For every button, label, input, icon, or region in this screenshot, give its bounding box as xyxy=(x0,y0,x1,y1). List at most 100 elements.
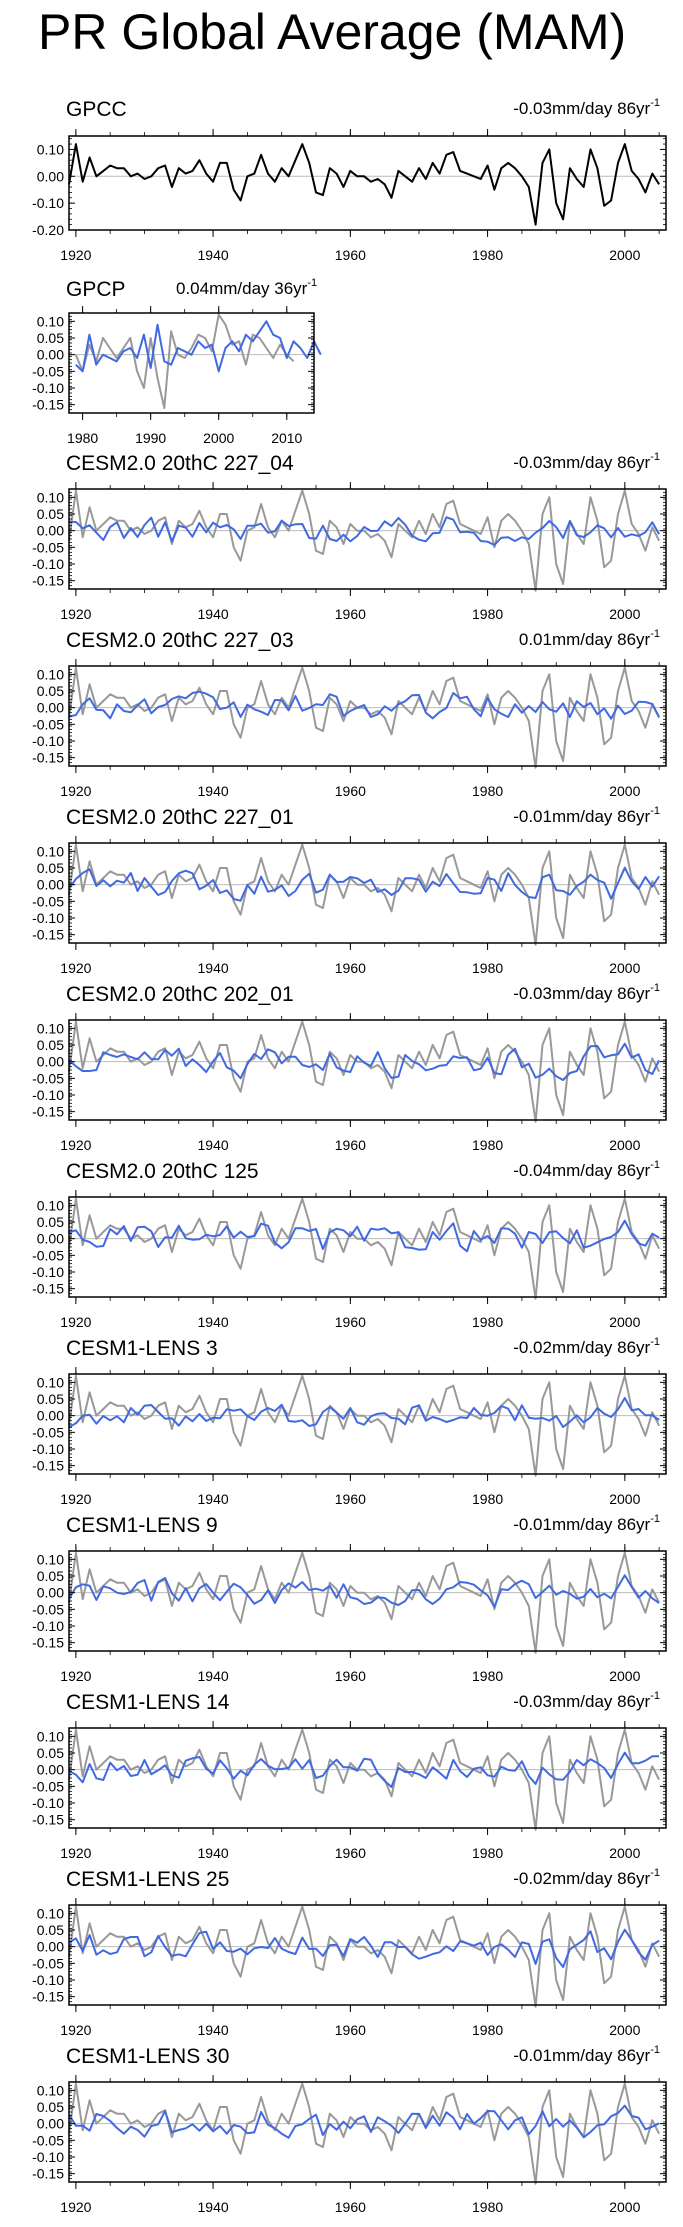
trend-label: -0.03mm/day 86yr-1 xyxy=(513,97,660,118)
x-tick-label: 2000 xyxy=(609,2199,640,2215)
trend-label: -0.04mm/day 86yr-1 xyxy=(513,1159,660,1180)
x-tick-label: 1940 xyxy=(198,2022,229,2038)
y-tick-label: -0.10 xyxy=(32,1618,64,1634)
series-line-model xyxy=(68,866,660,902)
plot-frame xyxy=(68,1727,667,1829)
x-tick-label: 1980 xyxy=(472,247,503,263)
y-tick-label: 0.00 xyxy=(37,1939,64,1955)
y-tick-label: 0.00 xyxy=(37,700,64,716)
series-line-model xyxy=(68,2104,660,2139)
x-tick-label: 1940 xyxy=(198,2199,229,2215)
y-tick-label: 0.10 xyxy=(37,2082,64,2098)
chart-panel-1: GPCP 0.04mm/day 36yr-10.100.050.00-0.05-0… xyxy=(32,277,322,446)
y-tick-label: 0.10 xyxy=(37,843,64,859)
x-tick-label: 2000 xyxy=(609,2022,640,2038)
x-tick-label: 1980 xyxy=(472,606,503,622)
y-tick-label: -0.15 xyxy=(32,573,64,589)
x-tick-label: 2010 xyxy=(271,430,302,446)
y-tick-label: -0.10 xyxy=(32,380,64,396)
trend-label: -0.03mm/day 86yr-1 xyxy=(513,1690,660,1711)
plot-frame xyxy=(68,1373,667,1475)
x-tick-label: 2000 xyxy=(609,1668,640,1684)
x-tick-label: 2000 xyxy=(609,783,640,799)
y-tick-label: 0.00 xyxy=(37,1762,64,1778)
chart-panel-6: CESM2.0 20thC 125 -0.04mm/day 86yr-10.100… xyxy=(32,1159,667,1330)
panel-title: CESM2.0 20thC 227_03 xyxy=(66,629,294,652)
y-tick-label: 0.00 xyxy=(37,168,64,184)
panel-title: CESM2.0 20thC 202_01 xyxy=(66,983,294,1006)
y-tick-label: -0.05 xyxy=(32,1070,64,1086)
trend-label: -0.01mm/day 86yr-1 xyxy=(513,2044,660,2065)
x-tick-label: 1980 xyxy=(472,2199,503,2215)
x-tick-label: 1980 xyxy=(472,1845,503,1861)
x-tick-label: 1940 xyxy=(198,1314,229,1330)
y-tick-label: 0.10 xyxy=(37,666,64,682)
x-tick-label: 1960 xyxy=(335,606,366,622)
y-tick-label: -0.05 xyxy=(32,716,64,732)
x-tick-label: 1940 xyxy=(198,247,229,263)
trend-label: -0.02mm/day 86yr-1 xyxy=(513,1867,660,1888)
y-tick-label: -0.05 xyxy=(32,1424,64,1440)
series-line-observed xyxy=(68,1374,660,1477)
y-tick-label: -0.10 xyxy=(32,1441,64,1457)
x-tick-label: 1980 xyxy=(472,960,503,976)
x-tick-label: 1960 xyxy=(335,1845,366,1861)
series-line-observed xyxy=(68,1551,660,1654)
series-line-observed xyxy=(68,1728,660,1831)
x-tick-label: 1920 xyxy=(60,1668,91,1684)
x-tick-label: 2000 xyxy=(609,1845,640,1861)
y-tick-label: -0.15 xyxy=(32,1812,64,1828)
y-tick-label: -0.10 xyxy=(32,195,64,211)
chart-panel-5: CESM2.0 20thC 202_01 -0.03mm/day 86yr-1 0.… xyxy=(32,982,667,1153)
chart-panel-3: CESM2.0 20thC 227_03 0.01mm/day 86yr-1 0.1… xyxy=(32,628,667,799)
y-tick-label: -0.20 xyxy=(32,222,64,238)
trend-label: -0.03mm/day 86yr-1 xyxy=(513,451,660,472)
series-line-gpcc xyxy=(68,143,660,226)
series-line-observed xyxy=(68,843,660,946)
y-tick-label: -0.15 xyxy=(32,750,64,766)
y-tick-label: 0.00 xyxy=(37,347,64,363)
y-tick-label: -0.10 xyxy=(32,1087,64,1103)
x-tick-label: 1940 xyxy=(198,1668,229,1684)
y-tick-label: 0.00 xyxy=(37,523,64,539)
series-line-observed xyxy=(68,1020,660,1123)
x-tick-label: 1940 xyxy=(198,606,229,622)
chart-panel-9: CESM1-LENS 14 -0.03mm/day 86yr-1 0.100.050… xyxy=(32,1690,667,1861)
chart-panel-2: CESM2.0 20thC 227_04 -0.03mm/day 86yr-1 0.… xyxy=(32,451,667,622)
x-tick-label: 1960 xyxy=(335,960,366,976)
series-line-model xyxy=(68,1042,660,1081)
y-tick-label: 0.05 xyxy=(37,1391,64,1407)
x-tick-label: 1960 xyxy=(335,1491,366,1507)
panel-title: CESM2.0 20thC 227_04 xyxy=(66,452,294,475)
y-tick-label: -0.05 xyxy=(32,2132,64,2148)
y-tick-label: -0.15 xyxy=(32,1635,64,1651)
x-tick-label: 1940 xyxy=(198,1491,229,1507)
y-tick-label: 0.10 xyxy=(37,1551,64,1567)
series-line-model xyxy=(68,516,660,546)
trend-label: 0.01mm/day 86yr-1 xyxy=(519,628,660,649)
x-tick-label: 1980 xyxy=(472,1491,503,1507)
chart-panel-10: CESM1-LENS 25 -0.02mm/day 86yr-1 0.100.050… xyxy=(32,1867,667,2038)
y-tick-label: 0.10 xyxy=(37,1197,64,1213)
y-tick-label: 0.05 xyxy=(37,506,64,522)
panel-title: GPCP xyxy=(66,278,126,301)
x-tick-label: 1980 xyxy=(472,2022,503,2038)
chart-panel-7: CESM1-LENS 3 -0.02mm/day 86yr-1 0.100.050.… xyxy=(32,1336,667,1507)
y-tick-label: 0.10 xyxy=(37,1728,64,1744)
y-tick-label: 0.00 xyxy=(37,1054,64,1070)
y-tick-label: -0.10 xyxy=(32,1972,64,1988)
series-line-observed xyxy=(74,313,295,409)
x-tick-label: 1980 xyxy=(472,1314,503,1330)
y-tick-label: 0.10 xyxy=(37,1374,64,1390)
x-tick-label: 1960 xyxy=(335,247,366,263)
chart-panel-4: CESM2.0 20thC 227_01 -0.01mm/day 86yr-1 0.… xyxy=(32,805,667,976)
chart-panel-11: CESM1-LENS 30 -0.01mm/day 86yr-1 0.100.050… xyxy=(32,2044,667,2215)
x-tick-label: 2000 xyxy=(609,606,640,622)
y-tick-label: -0.05 xyxy=(32,1601,64,1617)
series-line-observed xyxy=(68,2082,660,2185)
y-tick-label: -0.05 xyxy=(32,363,64,379)
chart-panel-8: CESM1-LENS 9 -0.01mm/day 86yr-1 0.100.050.… xyxy=(32,1513,667,1684)
panel-title: CESM1-LENS 30 xyxy=(66,2045,229,2068)
y-tick-label: -0.15 xyxy=(32,1104,64,1120)
